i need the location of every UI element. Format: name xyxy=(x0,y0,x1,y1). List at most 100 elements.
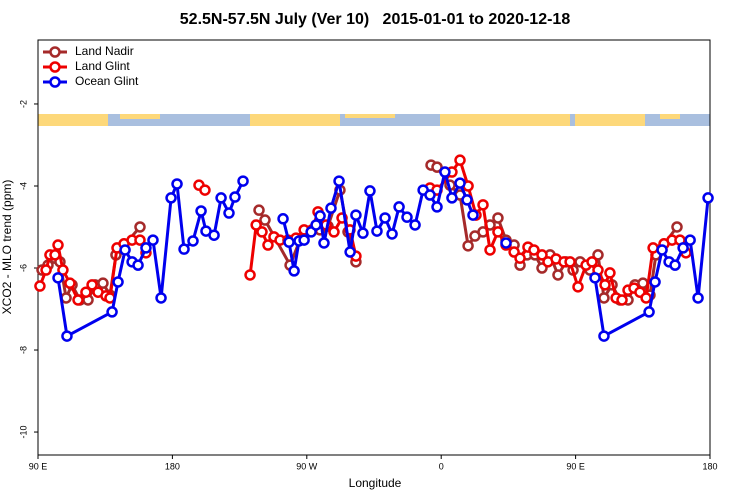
point xyxy=(86,279,98,291)
legend-label: Land Glint xyxy=(75,59,130,73)
legend-marker xyxy=(49,61,61,73)
point xyxy=(253,204,265,216)
point xyxy=(599,279,611,291)
point xyxy=(325,202,337,214)
point xyxy=(424,189,436,201)
legend-label: Land Nadir xyxy=(75,44,134,58)
y-tick-label: -4 xyxy=(18,182,28,190)
point xyxy=(61,330,73,342)
point xyxy=(702,192,714,204)
x-tick-label: 90 E xyxy=(29,461,48,471)
point xyxy=(333,175,345,187)
point xyxy=(237,175,249,187)
point xyxy=(52,239,64,251)
point xyxy=(357,227,369,239)
point xyxy=(572,281,584,293)
point xyxy=(134,221,146,233)
point xyxy=(132,259,144,271)
point xyxy=(223,207,235,219)
point xyxy=(171,178,183,190)
point xyxy=(72,294,84,306)
point xyxy=(446,192,458,204)
point xyxy=(40,264,52,276)
point xyxy=(199,184,211,196)
point xyxy=(283,236,295,248)
point xyxy=(647,242,659,254)
x-axis-label: Longitude xyxy=(349,476,402,490)
point xyxy=(80,286,92,298)
point xyxy=(386,228,398,240)
point xyxy=(34,280,46,292)
point xyxy=(492,212,504,224)
point xyxy=(431,201,443,213)
y-tick-label: -10 xyxy=(18,426,28,439)
point xyxy=(57,264,69,276)
point xyxy=(552,269,564,281)
point xyxy=(49,249,61,261)
point xyxy=(106,306,118,318)
point xyxy=(684,234,696,246)
point xyxy=(439,166,451,178)
point xyxy=(671,221,683,233)
point xyxy=(616,294,628,306)
point xyxy=(318,237,330,249)
point xyxy=(147,234,159,246)
point xyxy=(298,234,310,246)
x-tick-label: 180 xyxy=(702,461,717,471)
point xyxy=(187,235,199,247)
point xyxy=(112,276,124,288)
map-strip xyxy=(38,114,710,126)
point xyxy=(64,277,76,289)
point xyxy=(288,265,300,277)
point xyxy=(52,272,64,284)
point xyxy=(669,259,681,271)
point xyxy=(604,267,616,279)
point xyxy=(344,246,356,258)
x-tick-label: 90 E xyxy=(566,461,585,471)
point xyxy=(208,229,220,241)
point xyxy=(598,330,610,342)
point xyxy=(643,306,655,318)
y-tick-label: -2 xyxy=(18,100,28,108)
point xyxy=(314,210,326,222)
point xyxy=(277,213,289,225)
x-tick-label: 0 xyxy=(439,461,444,471)
point xyxy=(215,192,227,204)
point xyxy=(477,199,489,211)
x-tick-label: 180 xyxy=(165,461,180,471)
point xyxy=(640,292,652,304)
point xyxy=(586,256,598,268)
point xyxy=(259,214,271,226)
point xyxy=(692,292,704,304)
point xyxy=(656,244,668,256)
plot-frame xyxy=(37,39,711,456)
point xyxy=(165,192,177,204)
point xyxy=(310,219,322,231)
point xyxy=(155,292,167,304)
point xyxy=(467,209,479,221)
point xyxy=(500,237,512,249)
point xyxy=(431,161,443,173)
point xyxy=(514,252,526,264)
point xyxy=(492,226,504,238)
point xyxy=(262,239,274,251)
point xyxy=(592,249,604,261)
point xyxy=(677,242,689,254)
point xyxy=(328,226,340,238)
point xyxy=(454,154,466,166)
y-axis-label: XCO2 - MLO trend (ppm) xyxy=(0,180,14,315)
point xyxy=(195,205,207,217)
point xyxy=(564,256,576,268)
point xyxy=(140,242,152,254)
point xyxy=(598,292,610,304)
point xyxy=(134,234,146,246)
point xyxy=(97,277,109,289)
point xyxy=(649,276,661,288)
x-tick-label: 90 W xyxy=(296,461,318,471)
point xyxy=(229,191,241,203)
chart-title: 52.5N-57.5N July (Ver 10) 2015-01-01 to … xyxy=(180,11,571,28)
point xyxy=(256,226,268,238)
point xyxy=(119,244,131,256)
series-line xyxy=(56,170,710,338)
